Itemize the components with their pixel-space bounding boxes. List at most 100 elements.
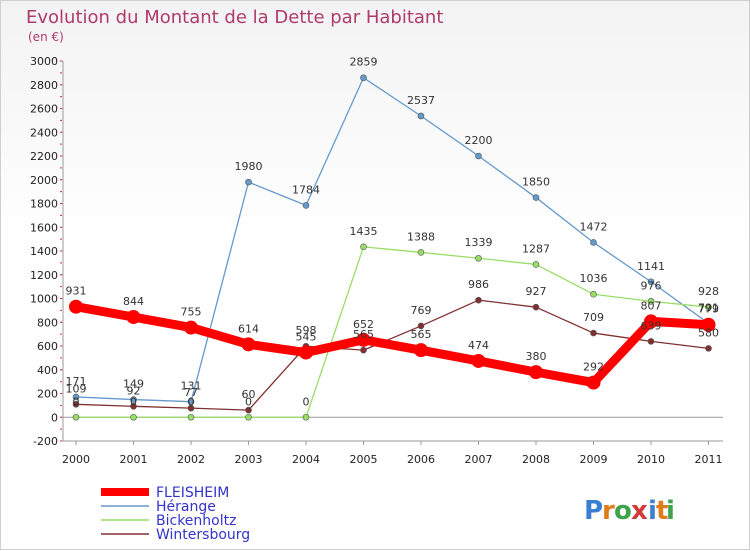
data-point xyxy=(302,202,310,209)
data-label: 565 xyxy=(353,328,374,341)
data-point xyxy=(187,398,195,405)
data-label: 2200 xyxy=(465,134,493,147)
series-line-hérange xyxy=(75,77,710,403)
y-tick-label: 2400 xyxy=(30,126,58,139)
x-tick-label: 2001 xyxy=(120,453,148,466)
data-point xyxy=(705,303,712,311)
x-tick-label: 2008 xyxy=(522,453,550,466)
data-label: 1435 xyxy=(350,225,378,238)
x-tick-label: 2003 xyxy=(235,453,263,466)
y-tick-label: 3000 xyxy=(30,55,58,68)
data-point xyxy=(590,290,597,298)
logo-letter: i xyxy=(648,496,657,526)
data-label: 565 xyxy=(411,328,432,341)
series-line-wintersbourg xyxy=(75,299,710,411)
data-label: 0 xyxy=(303,395,310,408)
data-point xyxy=(414,343,428,358)
data-label: 77 xyxy=(184,386,198,399)
data-label: 1784 xyxy=(292,183,320,196)
data-label: 109 xyxy=(66,382,87,395)
data-point xyxy=(475,152,482,160)
data-label: 614 xyxy=(238,322,259,335)
data-point xyxy=(529,365,543,380)
x-tick-label: 2009 xyxy=(580,453,608,466)
data-point xyxy=(187,404,195,412)
data-point xyxy=(69,299,83,314)
data-point xyxy=(532,261,540,268)
data-label: 1388 xyxy=(407,230,435,243)
data-point xyxy=(302,413,310,421)
y-tick-label: 1600 xyxy=(30,221,58,234)
data-label: 0 xyxy=(130,395,137,408)
data-label: 2537 xyxy=(407,94,435,107)
data-label: 1141 xyxy=(637,260,665,273)
data-point xyxy=(360,346,367,354)
y-tick-label: 1400 xyxy=(30,245,58,258)
data-label: 292 xyxy=(583,361,604,374)
x-tick-label: 2006 xyxy=(407,453,435,466)
data-point xyxy=(299,345,313,360)
x-tick-label: 2010 xyxy=(637,453,665,466)
data-label: 928 xyxy=(698,285,719,298)
data-label: 598 xyxy=(296,324,317,337)
data-label: 1472 xyxy=(580,220,608,233)
x-tick-label: 2011 xyxy=(695,453,723,466)
y-tick-label: 2200 xyxy=(30,150,58,163)
logo-letter: o xyxy=(614,496,632,526)
data-label: 779 xyxy=(698,303,719,316)
data-point xyxy=(532,194,540,201)
legend-label: Bickenholtz xyxy=(156,513,236,529)
data-label: 1287 xyxy=(522,242,550,255)
data-label: 807 xyxy=(641,299,662,312)
data-point xyxy=(130,396,137,403)
data-label: 1980 xyxy=(235,160,263,173)
legend-label: Hérange xyxy=(156,499,216,515)
y-tick-label: 2000 xyxy=(30,174,58,187)
data-point xyxy=(644,314,658,329)
data-label: 976 xyxy=(641,279,662,292)
data-point xyxy=(241,337,256,352)
data-point xyxy=(705,345,712,352)
data-point xyxy=(72,413,80,421)
data-point xyxy=(532,303,540,311)
data-point xyxy=(417,322,425,330)
data-point xyxy=(647,298,655,305)
data-point xyxy=(356,332,371,347)
y-tick-label: 2600 xyxy=(30,103,58,116)
data-label: 60 xyxy=(242,388,256,401)
data-label: 0 xyxy=(188,395,195,408)
y-tick-label: 600 xyxy=(37,340,58,353)
data-label: 545 xyxy=(296,331,317,344)
data-label: 755 xyxy=(181,306,202,319)
data-point xyxy=(130,413,137,421)
data-point xyxy=(130,403,137,410)
data-point xyxy=(701,317,716,332)
data-point xyxy=(647,278,655,286)
y-tick-label: 200 xyxy=(37,388,58,401)
data-label: 149 xyxy=(123,378,144,391)
data-label: 639 xyxy=(641,319,662,332)
data-label: 1036 xyxy=(580,272,608,285)
x-tick-label: 2007 xyxy=(465,453,493,466)
data-label: 171 xyxy=(66,375,87,388)
data-label: 931 xyxy=(66,285,87,298)
logo-letter: i xyxy=(666,496,675,526)
x-tick-label: 2002 xyxy=(177,453,205,466)
logo-letter: P xyxy=(584,496,603,526)
data-point xyxy=(360,74,367,82)
y-tick-label: 400 xyxy=(37,364,58,377)
y-tick-label: 1000 xyxy=(30,293,58,306)
x-tick-label: 2000 xyxy=(62,453,90,466)
data-point xyxy=(72,401,80,408)
data-point xyxy=(590,329,597,337)
data-point xyxy=(184,320,198,335)
data-label: 0 xyxy=(73,395,80,408)
data-label: 927 xyxy=(526,285,547,298)
y-tick-label: 1800 xyxy=(30,198,58,211)
chart-subtitle: (en €) xyxy=(28,30,64,44)
y-tick-label: 1200 xyxy=(30,269,58,282)
data-point xyxy=(245,413,252,421)
data-label: 1850 xyxy=(522,176,550,189)
